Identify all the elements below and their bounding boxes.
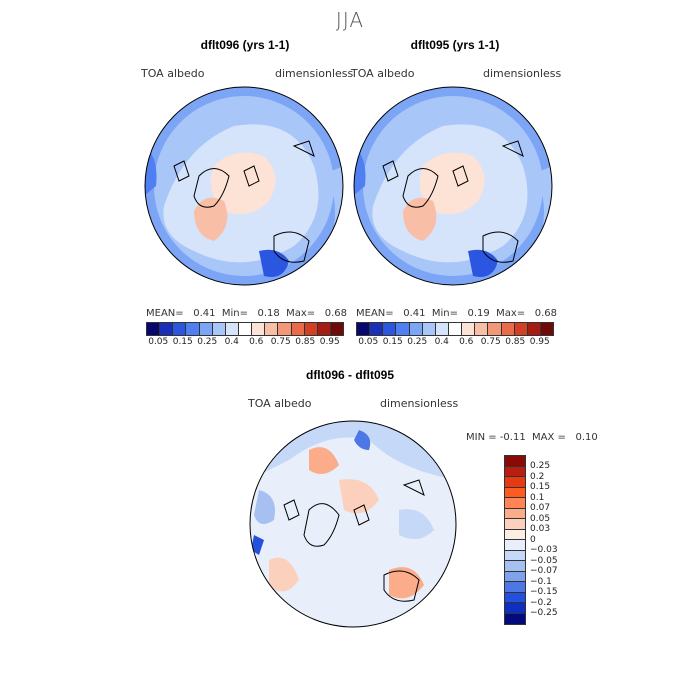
colorbar-swatch — [357, 323, 371, 335]
panel1-polar-map — [144, 86, 344, 286]
colorbar-tick-label: 0.1 — [530, 492, 545, 503]
colorbar-swatch — [505, 592, 525, 603]
panel2-colorbar — [356, 322, 554, 336]
panel2-units: dimensionless — [483, 67, 562, 80]
colorbar-tick-label: −0.2 — [530, 597, 552, 608]
colorbar-tick-label: 0.95 — [319, 337, 340, 347]
colorbar-swatch — [422, 323, 436, 335]
colorbar-swatch — [317, 323, 331, 335]
colorbar-swatch — [225, 323, 239, 335]
colorbar-swatch — [505, 571, 525, 582]
panel1-colorbar — [146, 322, 344, 336]
colorbar-swatch — [173, 323, 187, 335]
colorbar-swatch — [505, 613, 525, 624]
diff-variable: TOA albedo — [248, 397, 312, 410]
colorbar-tick-label: 0.25 — [407, 337, 428, 347]
colorbar-tick-label: 0.15 — [172, 337, 193, 347]
diff-colorbar — [504, 455, 526, 625]
colorbar-swatch — [505, 487, 525, 498]
colorbar-tick-label: −0.25 — [530, 608, 558, 618]
colorbar-swatch — [396, 323, 410, 335]
colorbar-swatch — [488, 323, 502, 335]
colorbar-tick-label: 0.15 — [530, 482, 551, 492]
colorbar-tick-label: −0.05 — [530, 555, 558, 566]
colorbar-tick-label: 0.15 — [382, 337, 403, 347]
diff-title: dflt096 - dflt095 — [305, 368, 395, 382]
colorbar-swatch — [505, 550, 525, 561]
colorbar-swatch — [199, 323, 213, 335]
colorbar-swatch — [304, 323, 318, 335]
colorbar-swatch — [505, 540, 525, 551]
colorbar-swatch — [505, 561, 525, 572]
colorbar-swatch — [238, 323, 253, 335]
colorbar-tick-label: −0.03 — [530, 545, 558, 555]
colorbar-tick-label: 0.6 — [249, 337, 264, 347]
colorbar-swatch — [505, 529, 525, 540]
colorbar-tick-label: −0.15 — [530, 587, 558, 597]
colorbar-swatch — [252, 323, 266, 335]
panel1-title: dflt096 (yrs 1-1) — [200, 38, 290, 52]
colorbar-tick-label: 0.75 — [270, 337, 291, 347]
colorbar-swatch — [505, 477, 525, 488]
colorbar-swatch — [514, 323, 528, 335]
colorbar-swatch — [540, 323, 554, 335]
colorbar-swatch — [505, 456, 525, 467]
colorbar-swatch — [448, 323, 463, 335]
colorbar-tick-label: 0.05 — [148, 337, 169, 347]
colorbar-swatch — [505, 508, 525, 519]
panel1-colorbar-ticks: 0.05 0.15 0.25 0.4 0.6 0.75 0.85 0.95 — [146, 337, 342, 347]
colorbar-swatch — [265, 323, 279, 335]
colorbar-tick-label: −0.07 — [530, 566, 558, 576]
colorbar-swatch — [475, 323, 489, 335]
colorbar-swatch — [212, 323, 226, 335]
diff-units: dimensionless — [380, 397, 459, 410]
colorbar-swatch — [505, 519, 525, 530]
colorbar-tick-label: 0.75 — [480, 337, 501, 347]
colorbar-tick-label: 0.05 — [358, 337, 379, 347]
colorbar-swatch — [435, 323, 449, 335]
colorbar-swatch — [505, 466, 525, 477]
colorbar-swatch — [501, 323, 515, 335]
season-title: JJA — [335, 8, 365, 32]
colorbar-swatch — [186, 323, 200, 335]
colorbar-swatch — [505, 582, 525, 593]
colorbar-tick-label: 0.85 — [505, 337, 526, 347]
colorbar-swatch — [278, 323, 292, 335]
colorbar-tick-label: 0.03 — [530, 524, 551, 534]
colorbar-tick-label: 0.07 — [530, 503, 551, 513]
panel2-polar-map — [353, 86, 553, 286]
colorbar-tick-label: 0.2 — [530, 471, 545, 482]
colorbar-tick-label: 0.4 — [434, 337, 449, 347]
colorbar-swatch — [527, 323, 541, 335]
colorbar-swatch — [147, 323, 161, 335]
panel2-colorbar-ticks: 0.05 0.15 0.25 0.4 0.6 0.75 0.85 0.95 — [356, 337, 552, 347]
colorbar-tick-label: 0.05 — [530, 513, 551, 524]
diff-colorbar-labels: 0.25 0.2 0.15 0.1 0.07 0.05 0.03 0 −0.03 −0.05 −0.… — [530, 461, 558, 619]
colorbar-swatch — [330, 323, 344, 335]
colorbar-swatch — [409, 323, 423, 335]
diff-stats: MIN = -0.11 MAX = 0.10 — [466, 432, 598, 443]
colorbar-swatch — [291, 323, 305, 335]
colorbar-tick-label: 0.4 — [224, 337, 239, 347]
diff-polar-map — [249, 420, 457, 628]
panel2-stats: MEAN= 0.41 Min= 0.19 Max= 0.68 — [356, 308, 557, 319]
panel2-title: dflt095 (yrs 1-1) — [410, 38, 500, 52]
colorbar-swatch — [462, 323, 476, 335]
colorbar-swatch — [160, 323, 174, 335]
colorbar-tick-label: 0 — [530, 534, 536, 545]
colorbar-tick-label: 0.95 — [529, 337, 550, 347]
panel1-units: dimensionless — [275, 67, 354, 80]
colorbar-tick-label: 0.85 — [295, 337, 316, 347]
colorbar-swatch — [505, 498, 525, 509]
colorbar-swatch — [370, 323, 384, 335]
colorbar-tick-label: 0.25 — [530, 461, 551, 471]
colorbar-tick-label: 0.25 — [197, 337, 218, 347]
colorbar-tick-label: −0.1 — [530, 576, 552, 587]
colorbar-swatch — [505, 603, 525, 614]
panel2-variable: TOA albedo — [351, 67, 415, 80]
panel1-stats: MEAN= 0.41 Min= 0.18 Max= 0.68 — [146, 308, 347, 319]
colorbar-swatch — [383, 323, 397, 335]
panel1-variable: TOA albedo — [141, 67, 205, 80]
colorbar-tick-label: 0.6 — [459, 337, 474, 347]
